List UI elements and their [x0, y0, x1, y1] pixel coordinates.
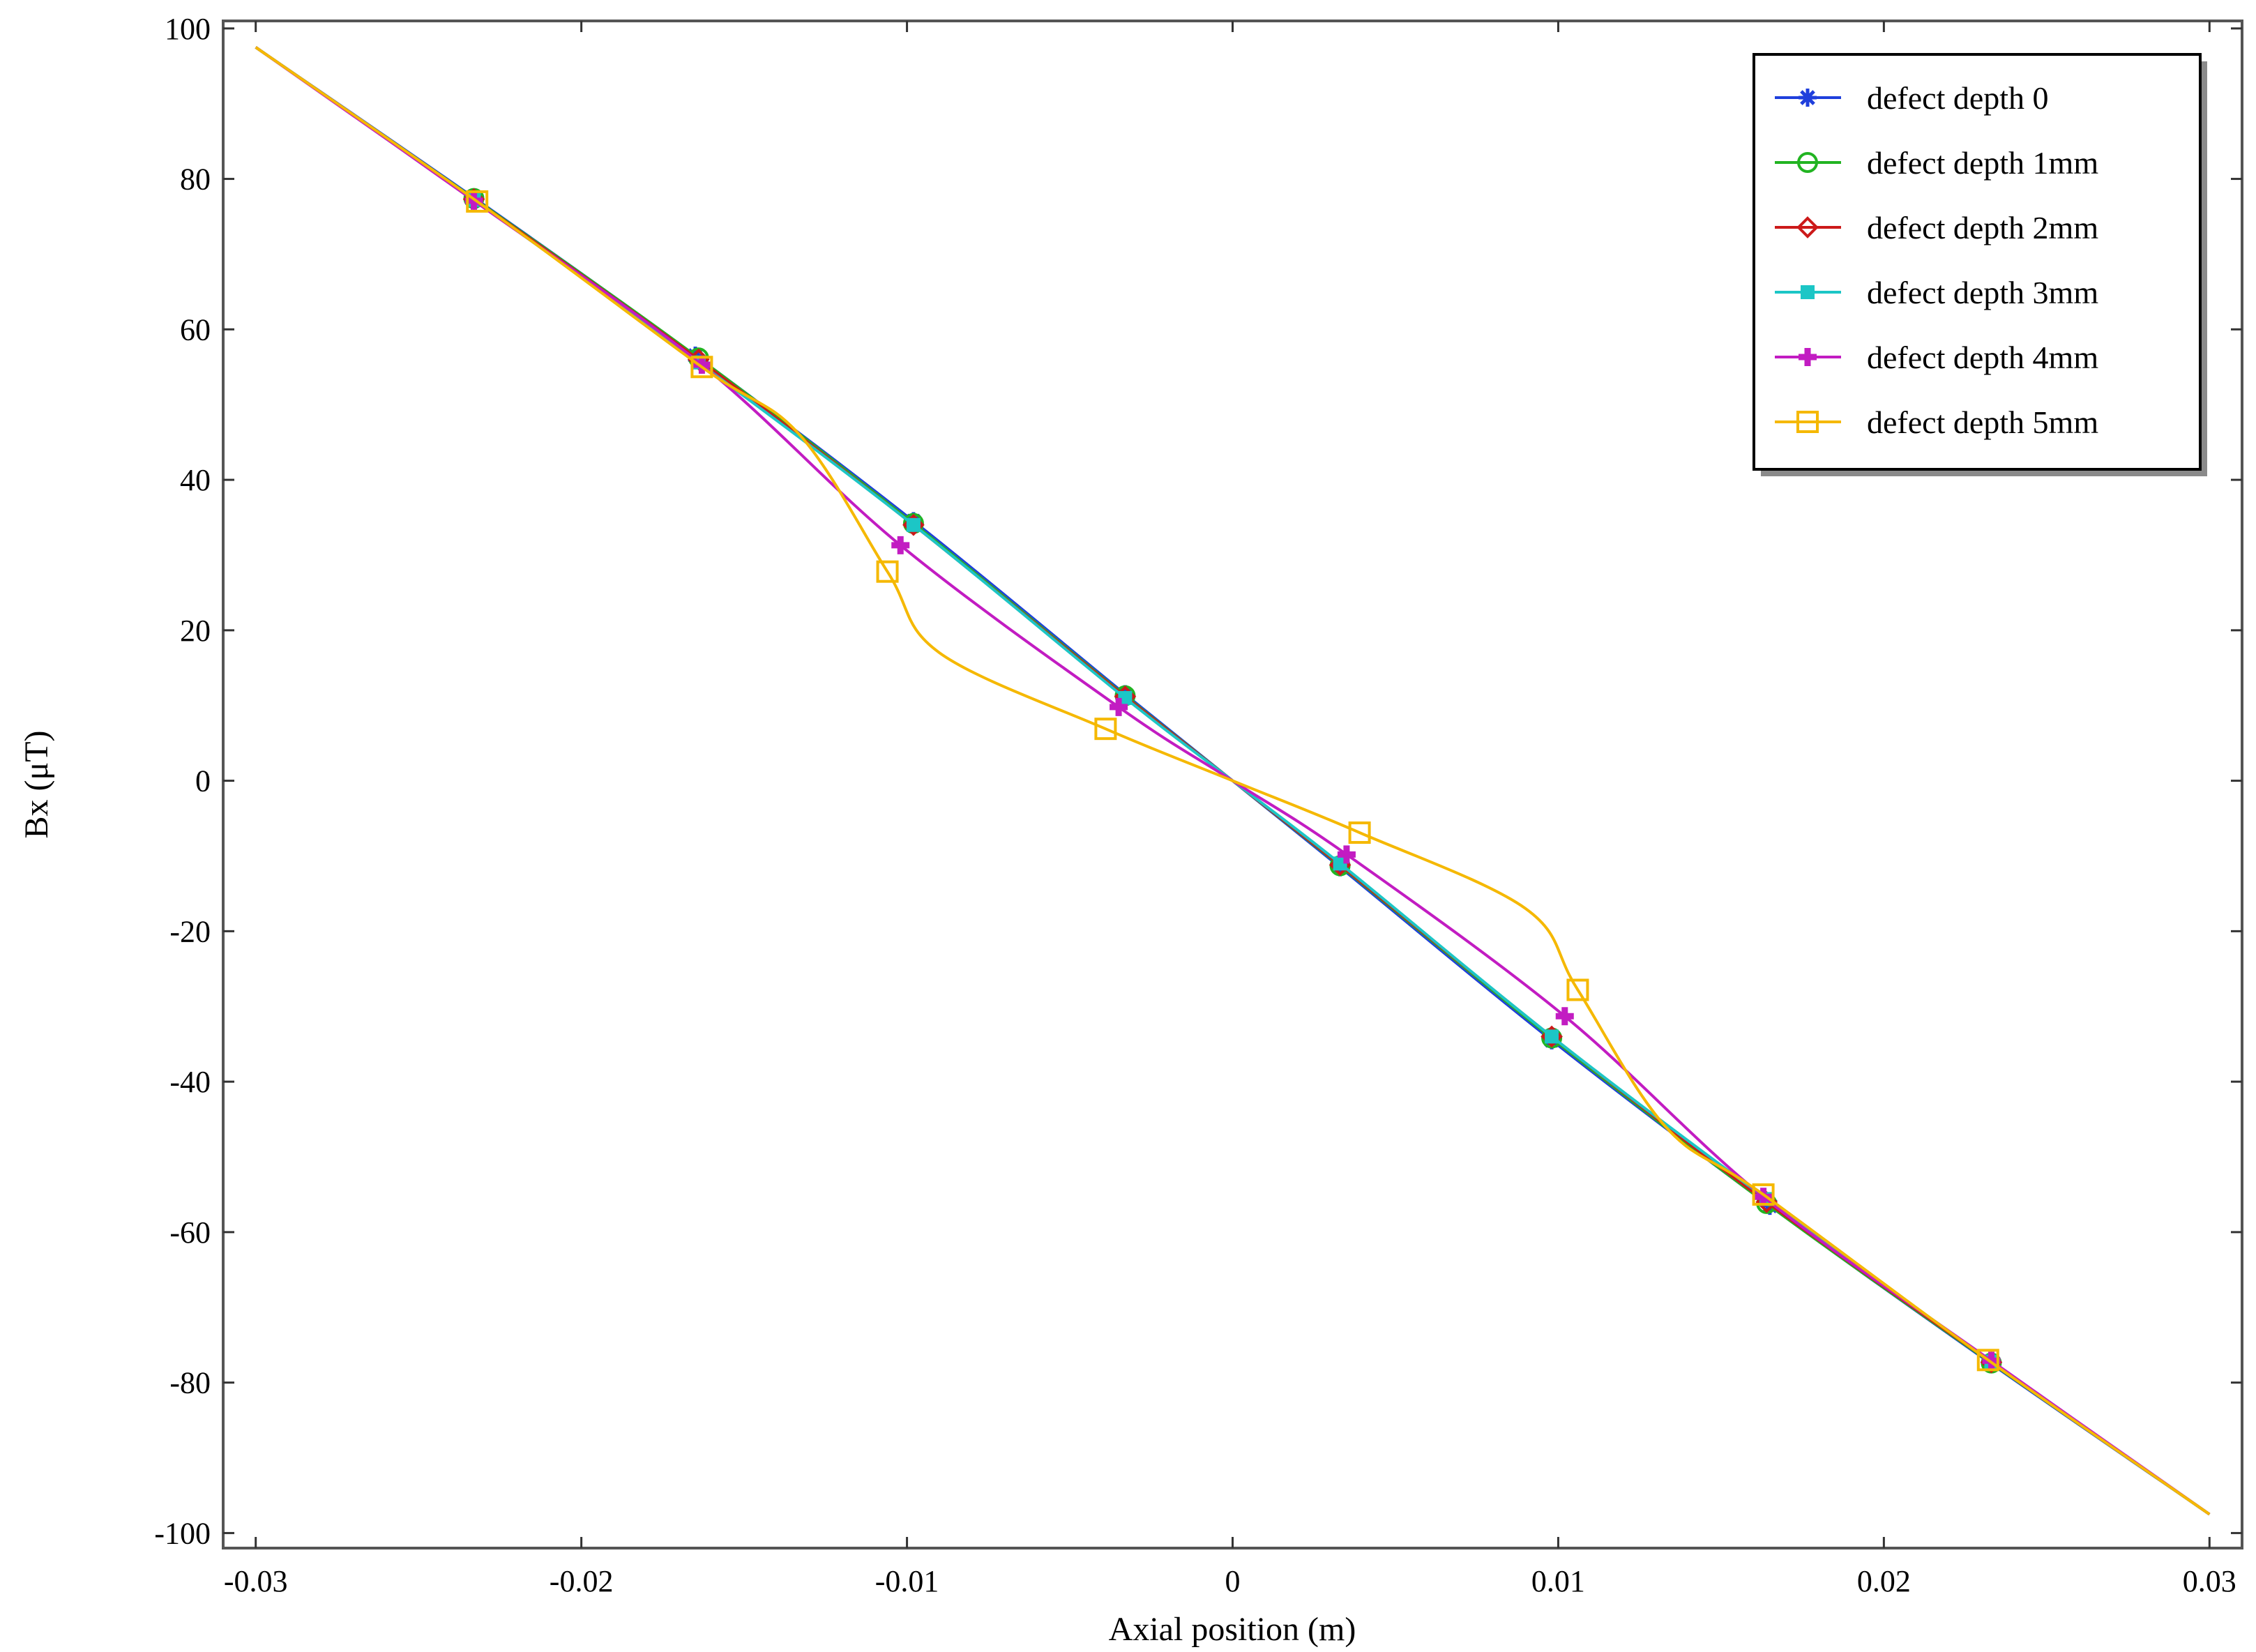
- data-point: [876, 560, 899, 583]
- data-point: [1976, 1349, 1999, 1372]
- legend-box: [1752, 53, 2202, 471]
- data-point: [1752, 1183, 1775, 1206]
- data-point: [1566, 978, 1589, 1001]
- series-layer: [255, 46, 2211, 1516]
- y-tick-label: -100: [154, 1516, 211, 1550]
- data-point: [1348, 821, 1371, 844]
- legend-label: defect depth 3mm: [1867, 275, 2098, 310]
- x-tick-label: 0.01: [1531, 1564, 1585, 1598]
- legend-label: defect depth 2mm: [1867, 210, 2098, 245]
- y-tick-label: -80: [169, 1366, 211, 1400]
- legend-marker: [1799, 89, 1817, 107]
- series-line: [255, 46, 2211, 1516]
- y-tick-label: 100: [165, 12, 211, 46]
- data-point: [1555, 1007, 1574, 1026]
- y-tick-label: 60: [180, 312, 211, 347]
- legend-item: defect depth 2mm: [1775, 210, 2098, 245]
- x-tick-label: 0: [1225, 1564, 1241, 1598]
- y-tick-label: 0: [195, 764, 211, 798]
- legend-marker: [1797, 152, 1818, 173]
- data-point: [1754, 1188, 1773, 1206]
- legend: defect depth 0 defect depth 1mm defect dep…: [1752, 53, 2207, 476]
- data-point: [891, 536, 910, 554]
- x-tick-label: 0.03: [2183, 1564, 2236, 1598]
- data-point: [1545, 1029, 1559, 1044]
- legend-item: defect depth 4mm: [1775, 340, 2098, 375]
- x-tick-label: -0.03: [224, 1564, 288, 1598]
- data-point: [906, 517, 921, 532]
- legend-item: defect depth 3mm: [1775, 275, 2098, 310]
- x-tick-label: -0.01: [875, 1564, 939, 1598]
- legend-marker: [1799, 348, 1817, 366]
- data-point: [1094, 718, 1117, 741]
- legend-label: defect depth 5mm: [1867, 404, 2098, 440]
- y-tick-label: 40: [180, 463, 211, 497]
- legend-marker: [1796, 216, 1819, 238]
- legend-label: defect depth 4mm: [1867, 340, 2098, 375]
- legend-item: defect depth 5mm: [1775, 404, 2098, 440]
- y-axis: -100 -80 -60 -40 -20 0 20 40 60 80 100: [154, 12, 2242, 1550]
- y-tick-label: 20: [180, 614, 211, 648]
- data-point: [466, 190, 489, 213]
- legend-marker: [1796, 411, 1819, 433]
- x-axis-label: Axial position (m): [1109, 1611, 1356, 1648]
- y-tick-label: -40: [169, 1065, 211, 1099]
- y-tick-label: -20: [169, 914, 211, 948]
- legend-item: defect depth 1mm: [1775, 145, 2098, 181]
- x-tick-label: 0.02: [1857, 1564, 1911, 1598]
- legend-label: defect depth 1mm: [1867, 145, 2098, 181]
- data-point: [692, 356, 711, 374]
- y-axis-label: Bx (μT): [18, 730, 55, 838]
- legend-label: defect depth 0: [1867, 80, 2049, 116]
- data-point: [690, 356, 713, 379]
- y-tick-label: 80: [180, 162, 211, 197]
- y-tick-label: -60: [169, 1215, 211, 1250]
- legend-item: defect depth 0: [1775, 80, 2049, 116]
- x-axis: -0.03 -0.02 -0.01 0 0.01 0.02 0.03: [224, 21, 2236, 1598]
- data-point: [1337, 845, 1356, 864]
- x-tick-label: -0.02: [550, 1564, 614, 1598]
- legend-marker: [1801, 285, 1815, 299]
- series-5: [255, 46, 2211, 1516]
- data-point: [1110, 697, 1128, 716]
